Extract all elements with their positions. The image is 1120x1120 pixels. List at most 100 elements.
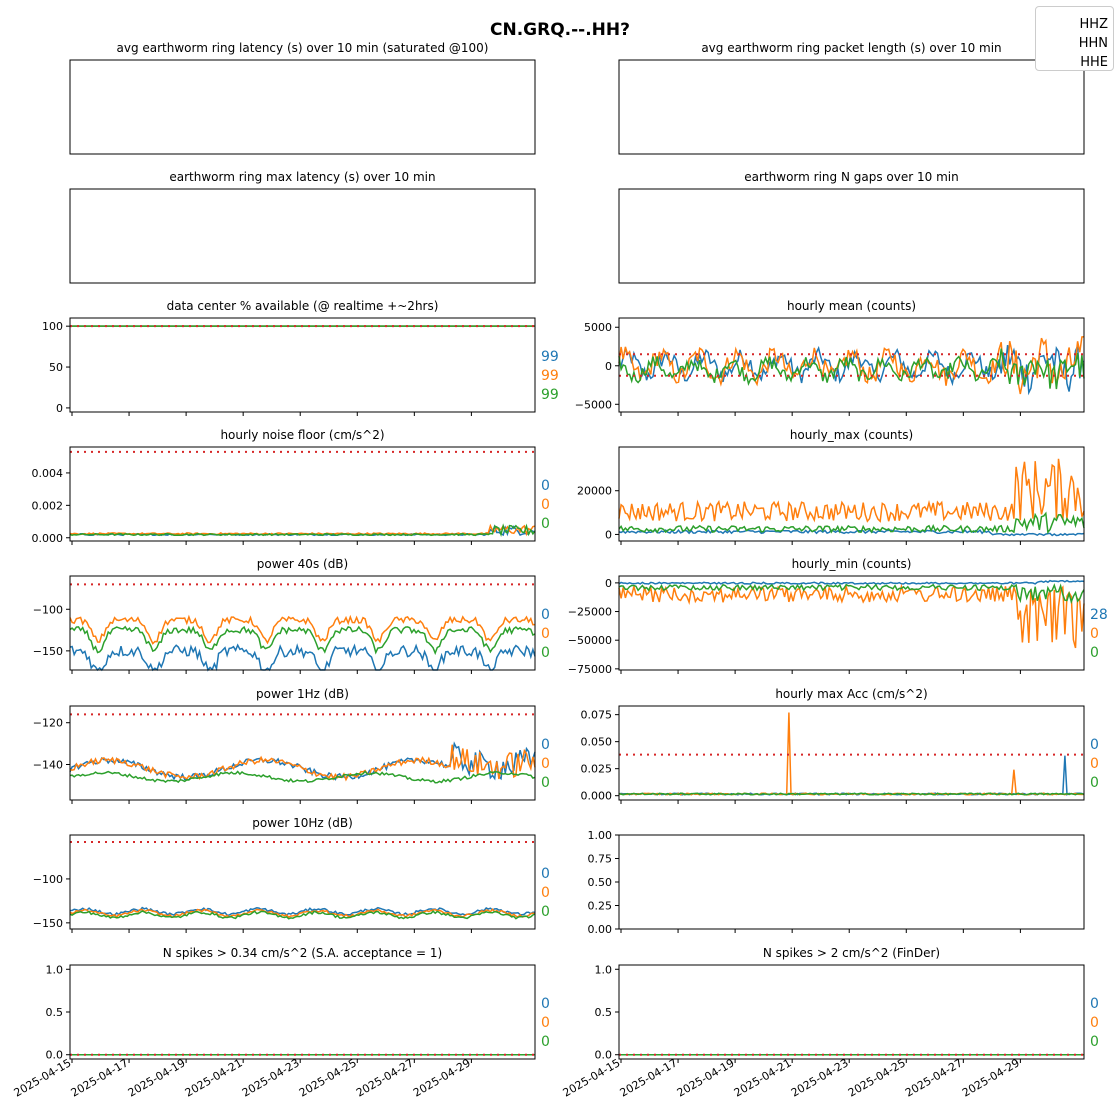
y-tick-label: −120 bbox=[33, 717, 63, 730]
side-label-hhe: 0 bbox=[541, 516, 550, 532]
panel-spikes_2: N spikes > 2 cm/s^2 (FinDer) 0.0 0.5 1.0 0 0 0 bbox=[595, 946, 1099, 1063]
panel-noise_floor: hourly noise floor (cm/s^2) 0.000 0.002 0.0… bbox=[32, 428, 550, 545]
plot-frame bbox=[69, 705, 536, 801]
x-tick-label: 2025-04-21 bbox=[183, 1056, 245, 1099]
x-tick-label: 2025-04-29 bbox=[411, 1056, 473, 1099]
series-line-hhe bbox=[618, 583, 1085, 605]
panel-hourly_max: hourly_max (counts) 0 20000 bbox=[577, 428, 1085, 545]
y-tick-label: −150 bbox=[33, 645, 63, 658]
x-tick-label: 2025-04-17 bbox=[618, 1056, 680, 1099]
series-line-hhn bbox=[618, 583, 1085, 649]
plot-frame bbox=[69, 834, 536, 930]
y-tick-label: −75000 bbox=[568, 663, 612, 676]
series-line-hhz bbox=[618, 528, 1085, 537]
side-label-hhz: 0 bbox=[1090, 996, 1099, 1012]
series-line-hhz bbox=[618, 345, 1085, 396]
panel-title: hourly mean (counts) bbox=[787, 299, 916, 313]
y-tick-label: −150 bbox=[33, 917, 63, 930]
series-line-hhe bbox=[69, 910, 536, 920]
plot-frame bbox=[69, 575, 536, 671]
x-tick-label: 2025-04-23 bbox=[240, 1056, 302, 1099]
series-line-hhe bbox=[69, 523, 536, 538]
panel-hourly_min: hourly_min (counts) 0 −25000 −50000 −75000 28… bbox=[568, 557, 1108, 676]
panel-title: avg earthworm ring packet length (s) ove… bbox=[701, 41, 1001, 55]
panel-title: earthworm ring max latency (s) over 10 m… bbox=[169, 170, 435, 184]
panel-max_latency: earthworm ring max latency (s) over 10 m… bbox=[69, 170, 536, 284]
side-label-hhe: 0 bbox=[1090, 775, 1099, 791]
figure-title: CN.GRQ.--.HH? bbox=[489, 20, 630, 40]
panel-hourly_mean: hourly mean (counts) −5000 0 5000 bbox=[575, 299, 1085, 416]
plot-frame bbox=[618, 188, 1085, 284]
side-label-hhn: 99 bbox=[541, 368, 559, 384]
y-tick-label: 0.004 bbox=[32, 467, 64, 480]
side-label-hhe: 0 bbox=[1090, 1034, 1099, 1050]
y-tick-label: 0.5 bbox=[595, 1006, 613, 1019]
series-line-hhe bbox=[618, 348, 1085, 390]
x-tick-label: 2025-04-19 bbox=[126, 1056, 188, 1099]
panel-power_1hz: power 1Hz (dB) −120 −140 0 0 0 bbox=[33, 687, 550, 804]
plot-frame bbox=[618, 446, 1085, 542]
side-label-hhz: 0 bbox=[541, 866, 550, 882]
panel-title: N spikes > 2 cm/s^2 (FinDer) bbox=[763, 946, 940, 960]
y-tick-label: 0.25 bbox=[588, 900, 613, 913]
y-tick-label: −100 bbox=[33, 873, 63, 886]
y-tick-label: 0.0 bbox=[46, 1049, 64, 1062]
panel-title: earthworm ring N gaps over 10 min bbox=[744, 170, 958, 184]
side-label-hhn: 0 bbox=[541, 626, 550, 642]
side-label-hhz: 0 bbox=[541, 996, 550, 1012]
side-label-hhe: 0 bbox=[541, 1034, 550, 1050]
plot-frame bbox=[618, 964, 1085, 1060]
y-tick-label: −100 bbox=[33, 603, 63, 616]
y-tick-label: −50000 bbox=[568, 634, 612, 647]
side-label-hhe: 0 bbox=[541, 904, 550, 920]
panel-title: N spikes > 0.34 cm/s^2 (S.A. acceptance … bbox=[163, 946, 442, 960]
plot-frame bbox=[69, 59, 536, 155]
legend-item-hhe: HHE bbox=[1080, 55, 1108, 70]
plot-frame bbox=[618, 575, 1085, 671]
side-label-hhz: 0 bbox=[541, 737, 550, 753]
y-tick-label: 0 bbox=[605, 360, 612, 373]
panel-spikes_034: N spikes > 0.34 cm/s^2 (S.A. acceptance … bbox=[46, 946, 550, 1063]
y-tick-label: 0 bbox=[56, 402, 63, 415]
side-label-hhn: 0 bbox=[1090, 1015, 1099, 1031]
y-tick-label: 0.075 bbox=[581, 709, 613, 722]
panel-max_acc: hourly max Acc (cm/s^2) 0.000 0.025 0.050 0.… bbox=[581, 687, 1099, 804]
y-tick-label: 0.000 bbox=[32, 532, 64, 545]
series-line-hhe bbox=[618, 792, 1085, 796]
plot-frame bbox=[618, 705, 1085, 801]
panel-avg_latency: avg earthworm ring latency (s) over 10 m… bbox=[69, 41, 536, 155]
side-label-hhn: 0 bbox=[541, 1015, 550, 1031]
side-label-hhz: 0 bbox=[1090, 737, 1099, 753]
panel-title: hourly max Acc (cm/s^2) bbox=[775, 687, 927, 701]
side-label-hhz: 28 bbox=[1090, 607, 1108, 623]
side-label-hhe: 0 bbox=[541, 775, 550, 791]
x-tick-label: 2025-04-27 bbox=[354, 1056, 416, 1099]
y-tick-label: 0.002 bbox=[32, 499, 64, 512]
legend-item-hhz: HHZ bbox=[1079, 17, 1108, 32]
plot-frame bbox=[69, 317, 536, 413]
panel-avg_packet_length: avg earthworm ring packet length (s) ove… bbox=[618, 41, 1085, 155]
y-tick-label: 0.50 bbox=[588, 876, 613, 889]
series-line-hhn bbox=[69, 523, 536, 537]
series-line-hhz bbox=[69, 906, 536, 917]
series-line-hhn bbox=[618, 458, 1085, 523]
panel-empty_panel: 0.00 0.25 0.50 0.75 1.00 bbox=[588, 829, 1085, 936]
side-label-hhn: 0 bbox=[541, 885, 550, 901]
side-label-hhz: 0 bbox=[541, 478, 550, 494]
y-tick-label: 0.0 bbox=[595, 1049, 613, 1062]
y-tick-label: 0.050 bbox=[581, 736, 613, 749]
x-tick-label: 2025-04-23 bbox=[789, 1056, 851, 1099]
panel-title: power 10Hz (dB) bbox=[252, 816, 353, 830]
series-line-hhe bbox=[69, 770, 536, 784]
series-line-hhn bbox=[69, 614, 536, 645]
side-label-hhe: 0 bbox=[541, 645, 550, 661]
panel-title: hourly noise floor (cm/s^2) bbox=[220, 428, 384, 442]
y-tick-label: 1.0 bbox=[595, 963, 613, 976]
y-tick-label: −25000 bbox=[568, 606, 612, 619]
panel-power_10hz: power 10Hz (dB) −100 −150 0 0 0 bbox=[33, 816, 550, 933]
legend: HHZ HHN HHE bbox=[1035, 6, 1114, 71]
y-tick-label: 1.0 bbox=[46, 963, 64, 976]
y-tick-label: 0.025 bbox=[581, 763, 613, 776]
x-tick-label: 2025-04-27 bbox=[903, 1056, 965, 1099]
